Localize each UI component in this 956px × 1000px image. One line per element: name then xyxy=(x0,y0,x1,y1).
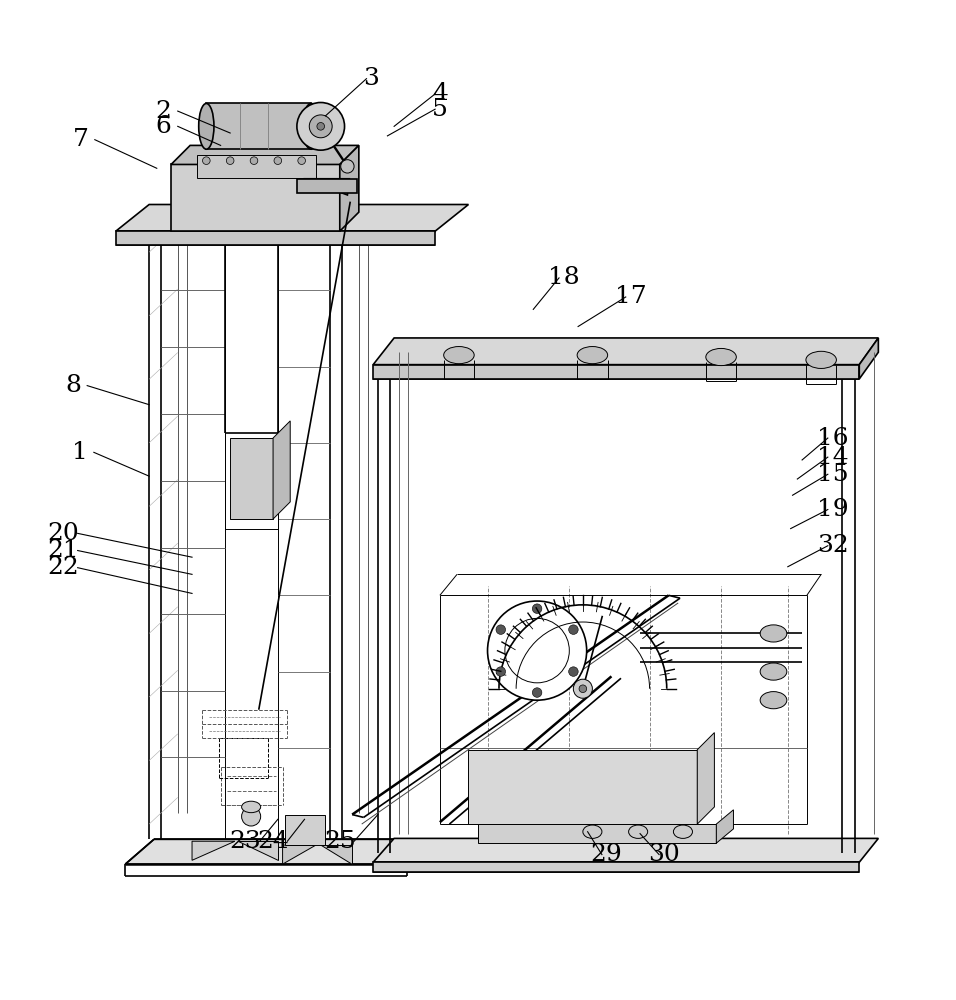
Polygon shape xyxy=(297,179,357,193)
Polygon shape xyxy=(716,810,733,843)
Text: 32: 32 xyxy=(816,534,849,557)
Text: 16: 16 xyxy=(816,427,848,450)
Polygon shape xyxy=(468,750,697,824)
Polygon shape xyxy=(273,421,291,519)
Text: 25: 25 xyxy=(324,830,356,853)
Text: 18: 18 xyxy=(548,266,579,289)
Circle shape xyxy=(298,157,306,164)
Text: 23: 23 xyxy=(229,830,261,853)
Text: 21: 21 xyxy=(48,539,79,562)
Circle shape xyxy=(242,807,261,826)
Text: 3: 3 xyxy=(363,67,380,90)
Circle shape xyxy=(496,667,506,676)
Text: 22: 22 xyxy=(48,556,79,579)
Circle shape xyxy=(505,618,570,683)
Polygon shape xyxy=(238,841,278,860)
Polygon shape xyxy=(283,845,315,864)
Polygon shape xyxy=(373,838,879,862)
Ellipse shape xyxy=(629,825,647,838)
Circle shape xyxy=(340,160,354,173)
Text: 30: 30 xyxy=(648,843,680,866)
Polygon shape xyxy=(373,365,859,379)
Polygon shape xyxy=(206,103,312,149)
Text: 17: 17 xyxy=(615,285,646,308)
Text: 2: 2 xyxy=(156,100,171,123)
Polygon shape xyxy=(116,205,468,231)
Ellipse shape xyxy=(583,825,602,838)
Polygon shape xyxy=(286,815,325,845)
Circle shape xyxy=(250,157,258,164)
Circle shape xyxy=(203,157,210,164)
Polygon shape xyxy=(320,845,352,864)
Text: 20: 20 xyxy=(48,522,79,545)
Ellipse shape xyxy=(673,825,692,838)
Ellipse shape xyxy=(806,351,836,368)
Ellipse shape xyxy=(199,103,214,149)
Text: 24: 24 xyxy=(257,830,289,853)
Circle shape xyxy=(488,601,587,700)
Circle shape xyxy=(569,667,578,676)
Polygon shape xyxy=(171,145,358,164)
Circle shape xyxy=(574,679,593,698)
Polygon shape xyxy=(859,338,879,379)
Ellipse shape xyxy=(760,625,787,642)
Text: 8: 8 xyxy=(65,374,81,397)
Ellipse shape xyxy=(242,801,261,813)
Ellipse shape xyxy=(444,347,474,364)
Polygon shape xyxy=(697,733,714,824)
Text: 1: 1 xyxy=(72,441,87,464)
Polygon shape xyxy=(339,145,358,231)
Text: 5: 5 xyxy=(432,98,447,121)
Circle shape xyxy=(297,103,344,150)
Ellipse shape xyxy=(706,348,736,366)
Circle shape xyxy=(532,604,542,613)
Circle shape xyxy=(310,115,332,138)
Circle shape xyxy=(274,157,282,164)
Text: 29: 29 xyxy=(591,843,622,866)
Polygon shape xyxy=(116,231,435,245)
Polygon shape xyxy=(478,824,716,843)
Circle shape xyxy=(316,123,324,130)
Text: 14: 14 xyxy=(816,446,848,469)
Ellipse shape xyxy=(577,347,608,364)
Text: 6: 6 xyxy=(156,115,171,138)
Circle shape xyxy=(227,157,234,164)
Ellipse shape xyxy=(760,663,787,680)
Text: 19: 19 xyxy=(816,498,848,521)
Circle shape xyxy=(579,685,587,693)
Ellipse shape xyxy=(303,103,319,149)
Circle shape xyxy=(569,625,578,634)
Polygon shape xyxy=(197,155,315,178)
Polygon shape xyxy=(125,839,435,864)
Polygon shape xyxy=(192,841,235,860)
Circle shape xyxy=(532,688,542,697)
Polygon shape xyxy=(373,338,879,365)
Ellipse shape xyxy=(760,692,787,709)
Polygon shape xyxy=(230,438,273,519)
Polygon shape xyxy=(171,164,339,231)
Text: 15: 15 xyxy=(816,463,848,486)
Polygon shape xyxy=(373,862,859,872)
Polygon shape xyxy=(304,179,349,195)
Text: 4: 4 xyxy=(432,82,447,105)
Circle shape xyxy=(496,625,506,634)
Text: 7: 7 xyxy=(73,128,89,151)
